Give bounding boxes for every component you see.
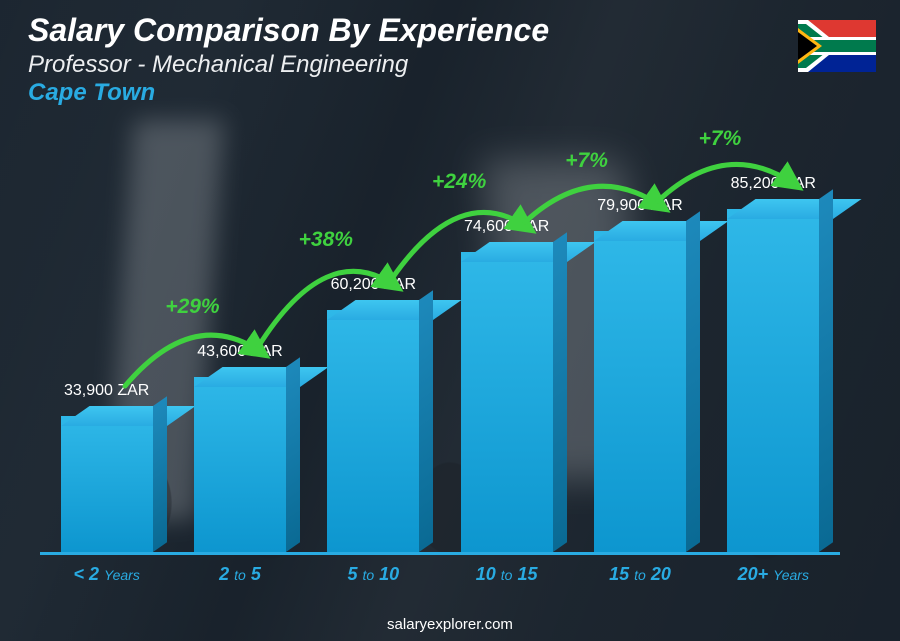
chart-subtitle: Professor - Mechanical Engineering bbox=[28, 51, 549, 79]
chart-title: Salary Comparison By Experience bbox=[28, 12, 549, 49]
delta-arc-icon bbox=[243, 227, 410, 362]
delta-arc-icon bbox=[110, 294, 277, 401]
delta-overlays: +29%+38%+24%+7%+7% bbox=[40, 150, 840, 581]
chart-area: 33,900 ZAR43,600 ZAR60,200 ZAR74,600 ZAR… bbox=[40, 150, 840, 581]
delta-label: +7% bbox=[565, 149, 608, 173]
chart-location: Cape Town bbox=[28, 79, 549, 107]
delta-label: +38% bbox=[299, 228, 353, 252]
delta-label: +24% bbox=[432, 170, 486, 194]
flag-south-africa-icon bbox=[798, 20, 876, 72]
header: Salary Comparison By Experience Professo… bbox=[28, 12, 549, 107]
footer-attribution: salaryexplorer.com bbox=[0, 616, 900, 633]
delta-arc-icon bbox=[510, 148, 677, 237]
delta-label: +29% bbox=[165, 295, 219, 319]
delta-arc-icon bbox=[376, 169, 543, 295]
